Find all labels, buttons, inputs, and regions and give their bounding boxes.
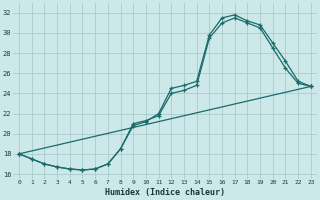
- X-axis label: Humidex (Indice chaleur): Humidex (Indice chaleur): [105, 188, 225, 197]
